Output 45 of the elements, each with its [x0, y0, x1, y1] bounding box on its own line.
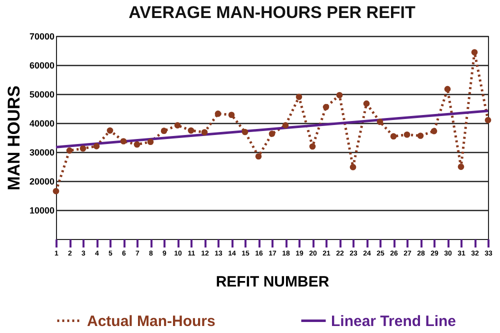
y-tick-label: 10000 — [29, 206, 54, 216]
y-tick-label: 20000 — [29, 176, 54, 186]
point — [255, 153, 262, 160]
point — [296, 94, 302, 100]
point — [376, 118, 384, 125]
point — [80, 145, 86, 152]
legend-label: Actual Man-Hours — [87, 312, 216, 330]
point — [66, 147, 73, 154]
y-tick-label: 60000 — [29, 60, 54, 70]
point — [484, 116, 492, 124]
point — [228, 112, 235, 118]
point — [282, 122, 289, 128]
point — [52, 188, 60, 194]
y-tick-label: 70000 — [29, 32, 54, 42]
point — [188, 127, 194, 134]
point — [350, 164, 356, 170]
y-tick-label: 50000 — [29, 90, 54, 100]
x-axis-title: REFIT NUMBER — [216, 274, 330, 290]
point — [93, 143, 100, 150]
point — [444, 86, 451, 92]
point — [336, 92, 343, 98]
point — [458, 164, 464, 170]
point — [471, 49, 478, 56]
chart-title: AVERAGE MAN-HOURS PER REFIT — [128, 3, 416, 22]
y-tick-label: 40000 — [29, 118, 54, 128]
legend-label: Linear Trend Line — [331, 312, 456, 330]
point — [417, 132, 424, 139]
point — [309, 143, 316, 150]
point — [363, 100, 370, 107]
point — [242, 128, 248, 136]
point — [147, 138, 154, 146]
point — [268, 130, 276, 137]
point — [390, 133, 397, 140]
y-axis-title: MAN HOURS — [4, 86, 24, 190]
y-tick-label: 30000 — [29, 148, 54, 158]
point — [120, 138, 127, 144]
point — [160, 128, 168, 134]
point — [322, 104, 330, 110]
point — [201, 129, 208, 136]
point — [214, 110, 222, 117]
point — [106, 127, 114, 134]
point — [174, 122, 181, 128]
point — [404, 131, 410, 138]
point — [134, 141, 140, 148]
point — [430, 128, 438, 134]
